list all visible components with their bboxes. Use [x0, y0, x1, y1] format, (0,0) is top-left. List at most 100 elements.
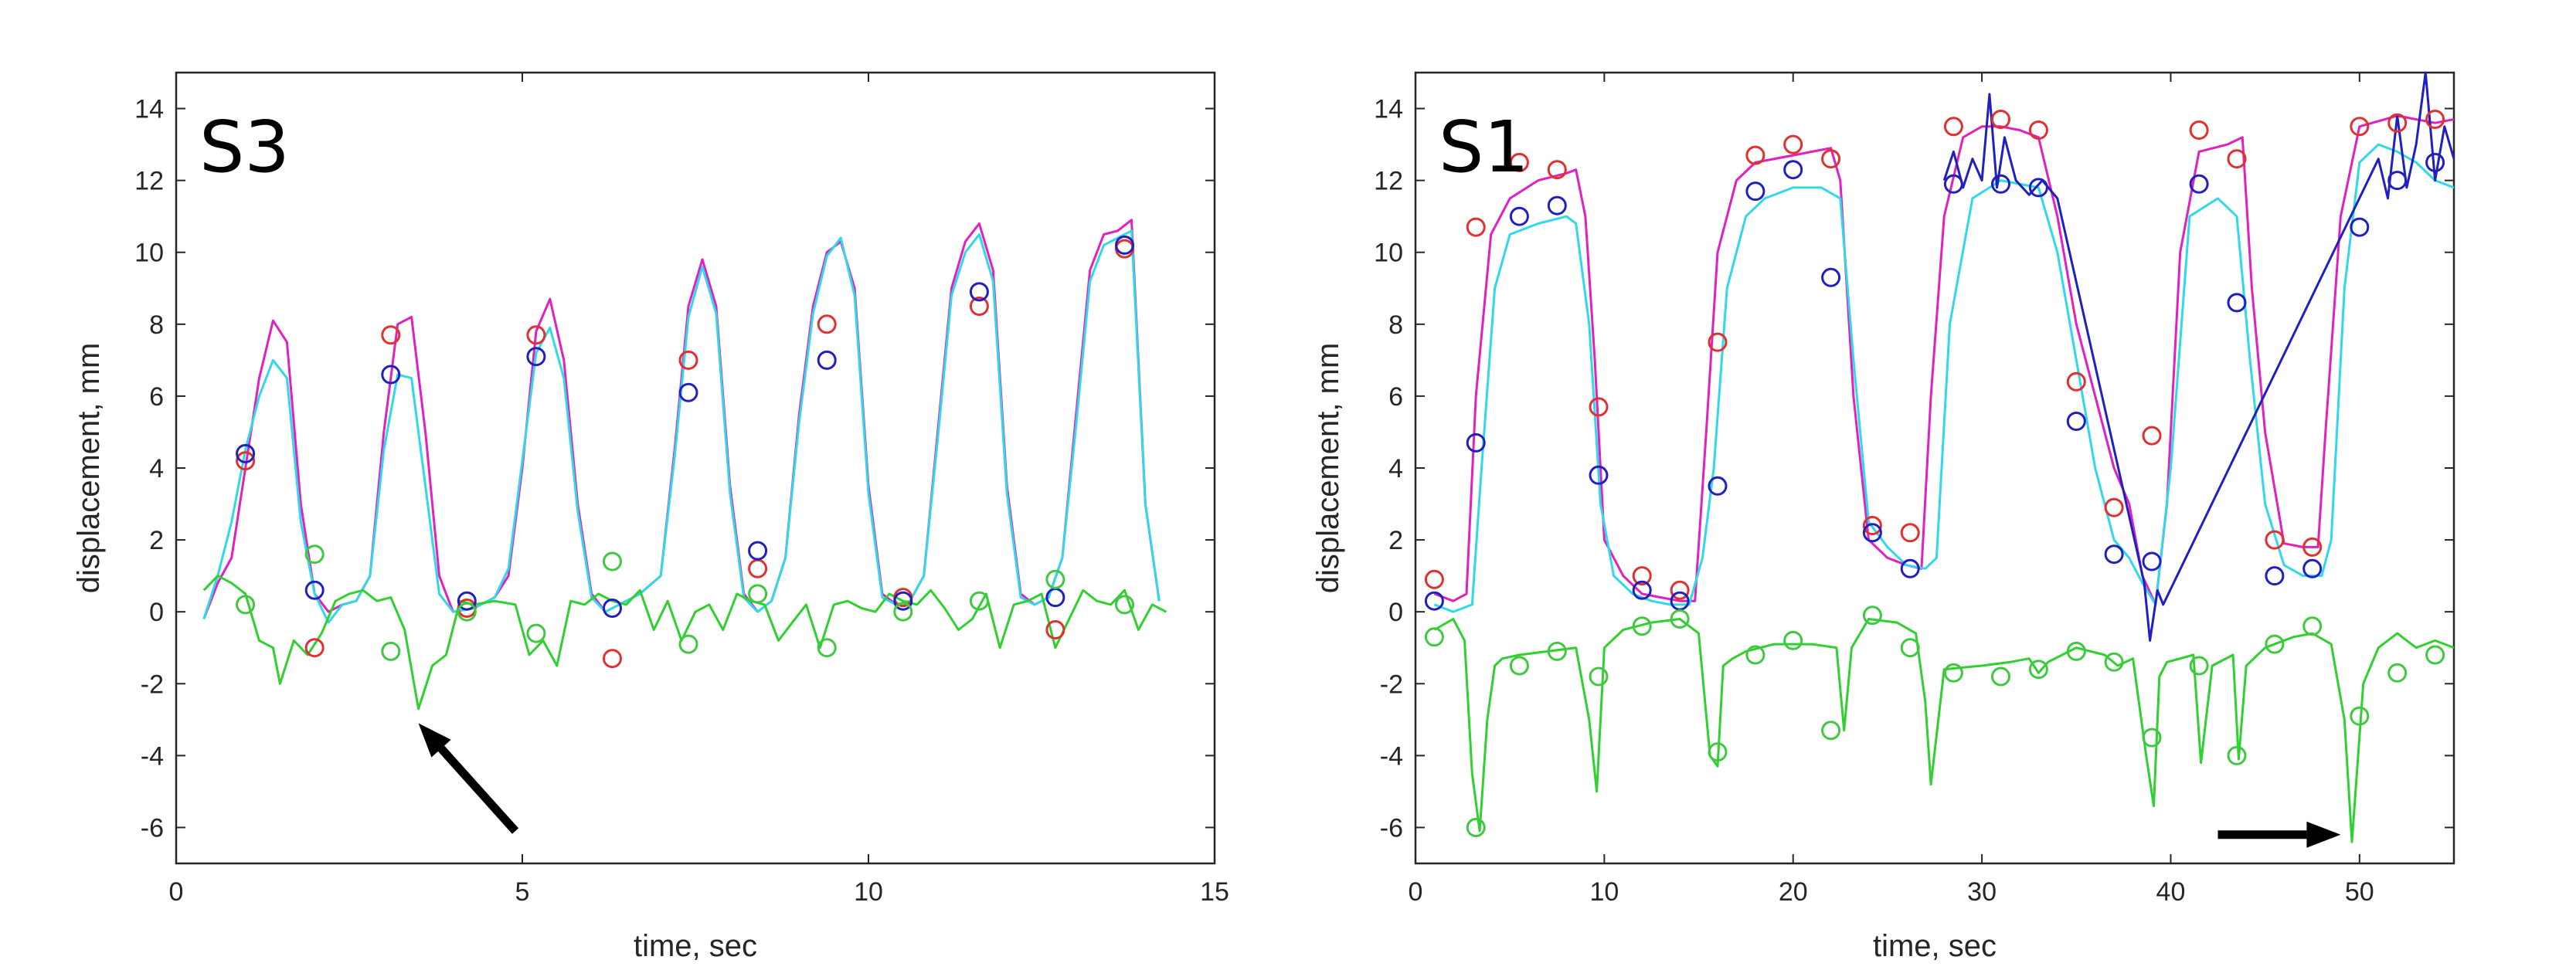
marker-green-7 [748, 584, 768, 604]
marker-blue-3 [457, 591, 477, 611]
x-tick-label-2: 20 [1779, 877, 1808, 907]
marker-red-2 [1509, 152, 1529, 172]
y-tick-label-3: 0 [149, 598, 164, 627]
marker-red-5 [1632, 566, 1652, 586]
marker-blue-15 [2028, 178, 2048, 198]
marker-red-1 [304, 638, 325, 658]
marker-blue-2 [381, 365, 401, 385]
marker-blue-24 [2387, 171, 2408, 191]
marker-blue-4 [526, 347, 546, 367]
marker-green-11 [1862, 605, 1882, 626]
chart-panel-s3: 0 5 10 15 -6 -4 -2 0 2 4 6 8 10 12 14 S3 time, sec dis… [72, 71, 1229, 963]
y-tick-label-6: 6 [1388, 382, 1403, 412]
marker-blue-25 [2425, 152, 2445, 172]
marker-layer [236, 235, 1134, 669]
marker-blue-4 [1589, 465, 1609, 485]
series-layer [202, 219, 1167, 711]
series-line-green [1433, 618, 2455, 843]
marker-red-20 [2227, 149, 2247, 169]
marker-green-1 [304, 544, 325, 565]
marker-green-11 [1045, 569, 1065, 589]
marker-red-8 [817, 314, 837, 334]
marker-blue-8 [1745, 181, 1765, 202]
y-tick-label-1: -4 [1380, 741, 1403, 771]
marker-red-25 [2425, 110, 2445, 129]
y-tick-label-10: 14 [134, 95, 164, 124]
marker-green-10 [1821, 721, 1841, 741]
marker-green-0 [236, 595, 256, 615]
marker-green-13 [1943, 663, 1963, 683]
marker-blue-9 [893, 591, 913, 611]
marker-blue-0 [1424, 591, 1444, 611]
marker-red-2 [381, 325, 401, 345]
marker-green-25 [2425, 645, 2445, 665]
y-tick-label-5: 4 [149, 454, 164, 483]
y-tick-label-8: 10 [134, 239, 164, 268]
y-tick-label-8: 10 [1374, 239, 1403, 268]
marker-blue-10 [1821, 267, 1841, 287]
marker-green-14 [1991, 666, 2010, 687]
marker-blue-0 [236, 443, 256, 463]
marker-green-15 [2028, 660, 2048, 680]
marker-red-6 [1670, 580, 1690, 600]
y-tick-label-4: 2 [1388, 526, 1403, 555]
y-tick-label-10: 14 [1374, 95, 1403, 124]
marker-blue-21 [2265, 566, 2285, 586]
x-tick-label-1: 10 [1589, 877, 1619, 907]
marker-green-4 [1589, 666, 1609, 687]
marker-blue-16 [2066, 412, 2086, 431]
marker-blue-1 [304, 580, 325, 600]
marker-green-7 [1708, 742, 1728, 762]
panel-title: S3 [199, 106, 290, 188]
marker-green-17 [2104, 652, 2124, 672]
marker-red-10 [1821, 149, 1841, 169]
marker-green-4 [526, 623, 546, 643]
marker-blue-10 [969, 282, 989, 302]
marker-blue-6 [678, 382, 698, 402]
marker-blue-12 [1115, 235, 1134, 255]
marker-green-5 [603, 551, 622, 571]
marker-blue-1 [1466, 432, 1486, 453]
marker-green-20 [2227, 745, 2247, 765]
y-tick-label-2: -2 [141, 670, 164, 699]
marker-blue-17 [2104, 544, 2124, 565]
x-tick-label-5: 50 [2345, 877, 2374, 907]
chart-panel-s1: 0 10 20 30 40 50 -6 -4 -2 0 2 4 6 8 10 12 14 S1 time, se… [1311, 71, 2455, 963]
marker-blue-8 [817, 350, 837, 370]
marker-red-1 [1466, 217, 1486, 237]
marker-blue-9 [1783, 160, 1803, 180]
marker-green-6 [678, 634, 698, 654]
x-tick-label-3: 30 [1967, 877, 1997, 907]
panel-title: S1 [1439, 106, 1529, 188]
marker-blue-5 [1632, 580, 1652, 600]
marker-green-19 [2189, 656, 2209, 676]
marker-green-2 [381, 641, 401, 661]
marker-red-8 [1745, 145, 1765, 165]
y-axis-label: displacement, mm [72, 343, 106, 594]
marker-red-6 [678, 350, 698, 370]
y-tick-label-0: -6 [141, 813, 164, 843]
marker-red-11 [1862, 516, 1882, 535]
y-axis-label: displacement, mm [1311, 343, 1345, 594]
marker-green-12 [1115, 595, 1134, 615]
y-tick-label-1: -4 [141, 741, 164, 771]
marker-red-21 [2265, 530, 2285, 550]
annotation-layer [418, 723, 519, 834]
marker-green-3 [457, 602, 477, 622]
marker-red-16 [2066, 371, 2086, 392]
marker-red-11 [1045, 620, 1065, 639]
x-tick-label-4: 40 [2156, 877, 2186, 907]
arrow-head-0 [2306, 821, 2341, 848]
marker-green-6 [1670, 609, 1690, 629]
marker-red-3 [1547, 160, 1567, 180]
marker-green-24 [2387, 663, 2408, 683]
marker-blue-23 [2350, 217, 2370, 237]
y-tick-label-9: 12 [134, 167, 164, 196]
marker-red-22 [2302, 537, 2323, 557]
marker-blue-7 [748, 541, 768, 561]
marker-blue-3 [1547, 195, 1567, 215]
marker-green-23 [2350, 706, 2370, 726]
marker-green-9 [1783, 630, 1803, 650]
marker-blue-7 [1708, 476, 1728, 496]
x-axis-label: time, sec [1873, 929, 1997, 963]
